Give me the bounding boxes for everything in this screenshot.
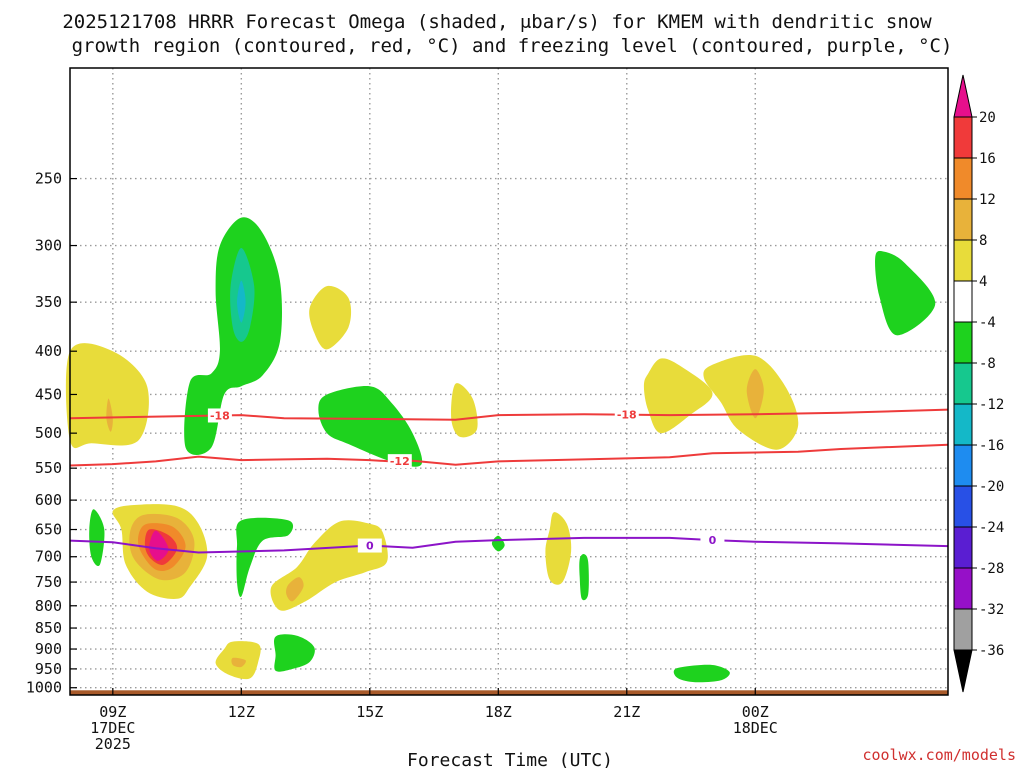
y-tick-label: 1000 xyxy=(26,679,62,697)
y-tick-label: 900 xyxy=(35,640,62,658)
omega-region xyxy=(236,517,294,597)
colorbar-label: -16 xyxy=(979,438,1004,454)
colorbar-label: -12 xyxy=(979,397,1004,413)
chart-title-line2: growth region (contoured, red, °C) and f… xyxy=(72,35,953,57)
x-tick-label: 2025 xyxy=(95,735,131,753)
y-tick-label: 700 xyxy=(35,548,62,566)
omega-region xyxy=(318,386,423,467)
omega-region xyxy=(65,343,149,449)
omega-region xyxy=(545,512,572,585)
omega-region xyxy=(184,217,282,456)
omega-region xyxy=(274,634,315,672)
x-tick-label: 15Z xyxy=(356,703,383,721)
x-tick-label: 18Z xyxy=(485,703,512,721)
colorbar-label: 12 xyxy=(979,192,996,208)
omega-region xyxy=(231,657,246,668)
x-tick-label: 18DEC xyxy=(733,719,778,737)
colorbar-label: -8 xyxy=(979,356,996,372)
colorbar-band xyxy=(953,485,973,528)
y-tick-label: 250 xyxy=(35,170,62,188)
x-tick-label: 09Z xyxy=(99,703,126,721)
y-tick-label: 600 xyxy=(35,491,62,509)
colorbar-band xyxy=(953,567,973,610)
omega-region xyxy=(89,509,105,567)
y-tick-label: 450 xyxy=(35,385,62,403)
omega-region xyxy=(579,554,589,601)
omega-region xyxy=(451,383,478,438)
colorbar-label: -28 xyxy=(979,561,1004,577)
colorbar-label: -24 xyxy=(979,520,1004,536)
omega-region xyxy=(286,577,304,602)
colorbar-band xyxy=(953,116,973,159)
omega-region xyxy=(149,530,169,561)
plot-frame xyxy=(69,67,949,696)
contour-label: -12 xyxy=(390,455,410,468)
colorbar-label: -32 xyxy=(979,602,1004,618)
colorbar-label: 16 xyxy=(979,151,996,167)
y-tick-label: 500 xyxy=(35,424,62,442)
y-tick-label: 750 xyxy=(35,573,62,591)
y-tick-label: 800 xyxy=(35,597,62,615)
contour-label: 0 xyxy=(709,534,717,547)
y-tick-label: 850 xyxy=(35,619,62,637)
omega-region xyxy=(875,251,936,336)
colorbar-band xyxy=(953,403,973,446)
omega-region xyxy=(643,358,713,434)
colorbar-band xyxy=(953,362,973,405)
colorbar-label: -20 xyxy=(979,479,1004,495)
x-axis-title: Forecast Time (UTC) xyxy=(407,750,613,768)
x-tick-label: 17DEC xyxy=(90,719,135,737)
contour-label: -18 xyxy=(210,409,230,422)
y-tick-label: 550 xyxy=(35,459,62,477)
colorbar-label: 4 xyxy=(979,274,987,290)
colorbar-band xyxy=(953,444,973,487)
contour-label-bg xyxy=(700,533,725,548)
colorbar-band xyxy=(953,157,973,200)
colorbar-max-arrow xyxy=(953,74,973,118)
contour-label: -18 xyxy=(617,409,637,422)
colorbar-label: -36 xyxy=(979,643,1004,659)
colorbar-band xyxy=(953,321,973,364)
contour-label-bg xyxy=(614,407,639,422)
omega-region xyxy=(309,285,352,350)
omega-region xyxy=(746,369,764,419)
y-tick-label: 950 xyxy=(35,660,62,678)
x-tick-label: 21Z xyxy=(613,703,640,721)
chart-title-line1: 2025121708 HRRR Forecast Omega (shaded, … xyxy=(62,11,932,33)
y-tick-label: 350 xyxy=(35,293,62,311)
colorbar-band xyxy=(953,526,973,569)
y-tick-label: 400 xyxy=(35,342,62,360)
contour-label: 0 xyxy=(366,540,374,553)
omega-region xyxy=(237,280,246,323)
x-tick-label: 00Z xyxy=(742,703,769,721)
y-tick-label: 650 xyxy=(35,521,62,539)
contour-label-bg xyxy=(357,538,382,553)
colorbar-band xyxy=(953,608,973,651)
colorbar-band xyxy=(953,239,973,282)
colorbar-band xyxy=(953,280,973,323)
colorbar-label: 8 xyxy=(979,233,987,249)
colorbar-band xyxy=(953,198,973,241)
y-tick-label: 300 xyxy=(35,237,62,255)
omega-region xyxy=(106,398,113,432)
x-tick-label: 12Z xyxy=(228,703,255,721)
contour-label-bg xyxy=(207,408,232,423)
omega-region xyxy=(491,535,505,552)
colorbar-min-arrow xyxy=(953,649,973,693)
ground-fill xyxy=(70,690,948,695)
colorbar-label: 20 xyxy=(979,110,996,126)
contour-label-bg xyxy=(387,454,412,469)
omega-region xyxy=(673,664,730,683)
credit-text: coolwx.com/models xyxy=(862,746,1016,764)
contour-0 xyxy=(69,536,949,554)
colorbar-label: -4 xyxy=(979,315,996,331)
